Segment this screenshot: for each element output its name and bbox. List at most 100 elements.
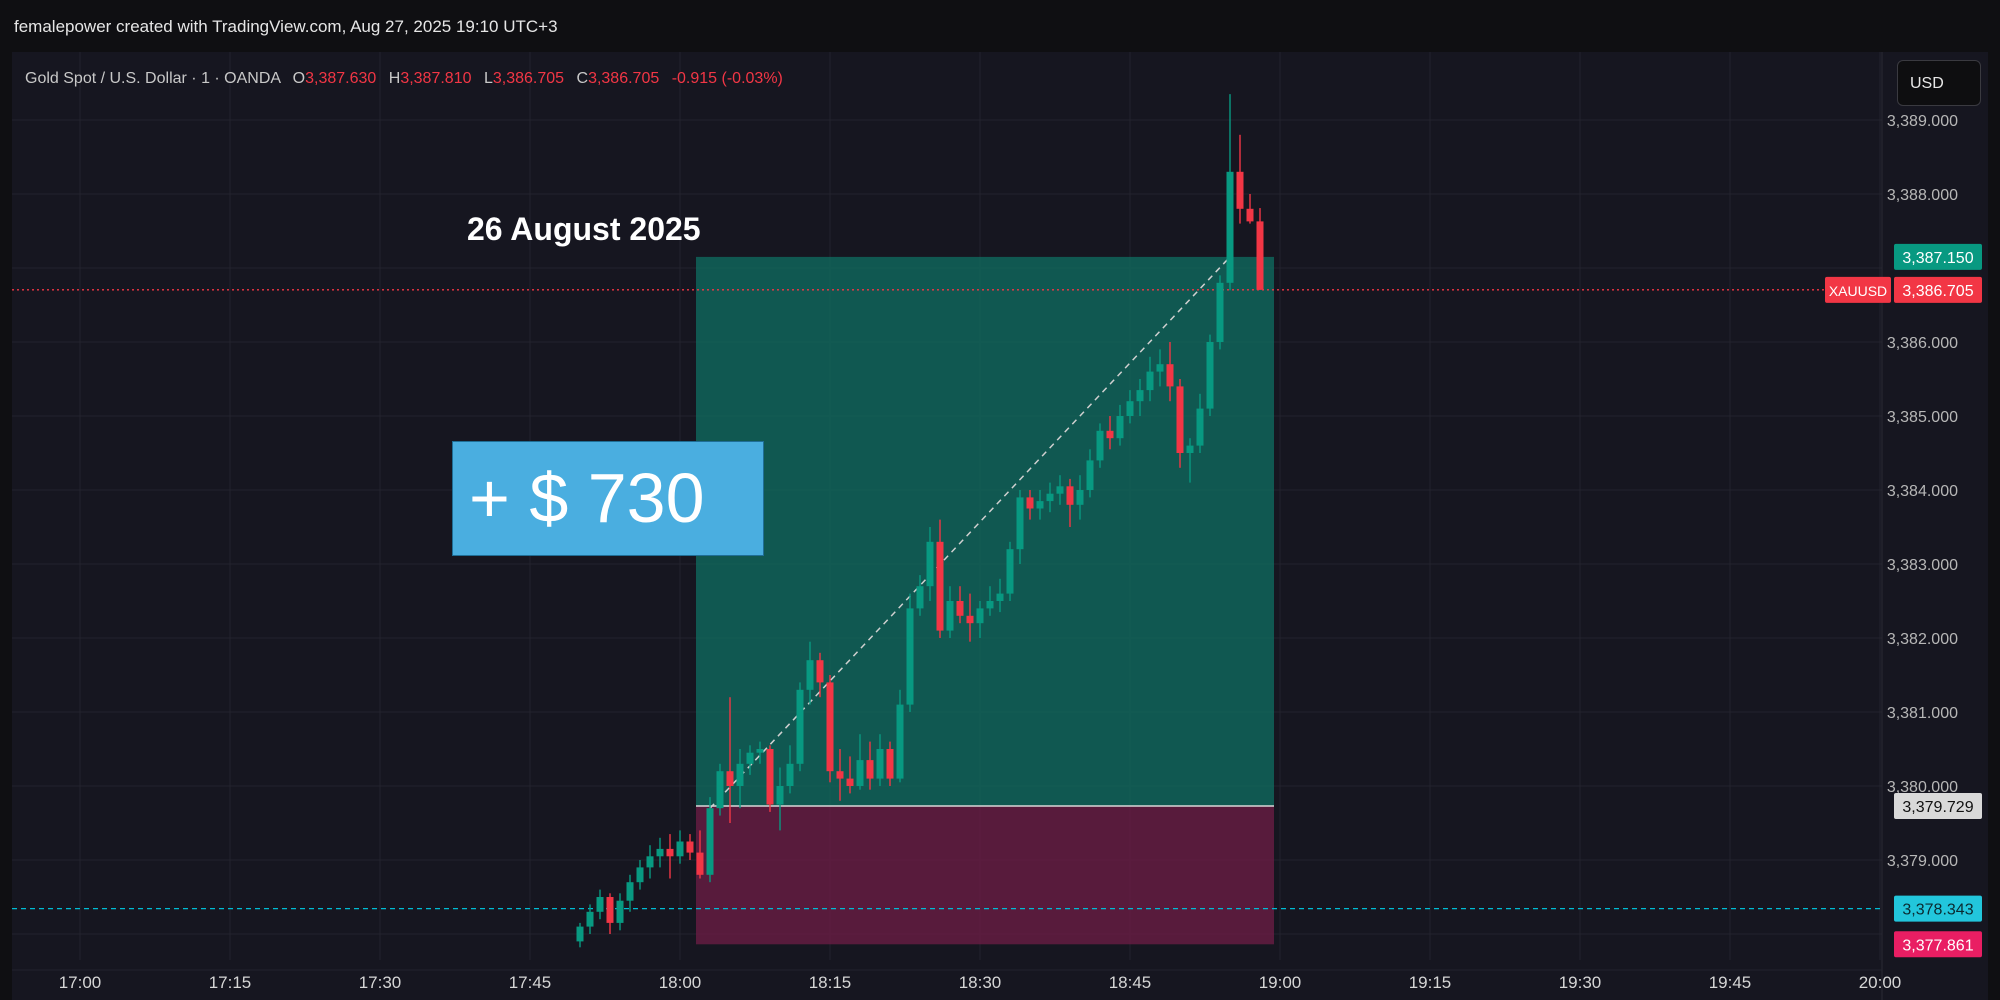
candle-body (1036, 501, 1044, 509)
price-label-text: 3,378.343 (1902, 902, 1973, 919)
y-tick-label: 3,385.000 (1887, 409, 1958, 426)
candle-body (826, 682, 834, 772)
symbol-legend: Gold Spot / U.S. Dollar · 1 · OANDA O3,3… (25, 70, 783, 88)
candle-body (976, 608, 984, 624)
candle-body (956, 601, 964, 616)
candle-body (1126, 401, 1134, 416)
x-tick-label: 19:45 (1709, 973, 1752, 992)
candle-body (726, 771, 734, 786)
candle-body (896, 704, 904, 779)
candle-body (846, 778, 854, 786)
price-chart[interactable]: 3,389.000 3,388.000 3,386.000 3,385.000 3,38… (12, 52, 1988, 1000)
candle-body (1256, 221, 1264, 290)
candle-body (1066, 486, 1074, 505)
candle-body (686, 841, 694, 853)
credit-header: femalepower created with TradingView.com… (14, 17, 558, 36)
y-tick-label: 3,389.000 (1887, 113, 1958, 130)
candle-body (596, 897, 604, 912)
candle-body (616, 900, 624, 923)
candle-body (866, 760, 874, 779)
legend-open-value: 3,387.630 (305, 70, 377, 87)
candle-body (696, 852, 704, 875)
legend-close-label: C (576, 70, 589, 87)
x-tick-label: 18:15 (809, 973, 852, 992)
legend-change: -0.915 (-0.03%) (671, 70, 783, 87)
candle-body (1216, 282, 1224, 342)
candle-body (836, 771, 844, 779)
candle-body (1026, 497, 1034, 509)
symbol-tag-text: XAUUSD (1829, 283, 1887, 299)
legend-symbol: Gold Spot / U.S. Dollar · 1 · OANDA (25, 70, 281, 87)
candle-body (1246, 208, 1254, 222)
x-tick-label: 19:15 (1409, 973, 1452, 992)
candle-body (916, 586, 924, 609)
candle-body (666, 848, 674, 857)
price-label-text: 3,387.150 (1902, 250, 1973, 267)
candle-body (1176, 386, 1184, 453)
y-tick-label: 3,384.000 (1887, 483, 1958, 500)
candle-body (806, 660, 814, 690)
candle-body (816, 660, 824, 683)
candle-body (576, 926, 584, 942)
price-label-box (1894, 931, 1982, 958)
x-tick-label: 17:45 (509, 973, 552, 992)
price-label-text: 3,377.861 (1902, 937, 1973, 954)
candle-body (1106, 430, 1114, 439)
price-label-box (1894, 243, 1982, 270)
y-tick-label: 3,388.000 (1887, 187, 1958, 204)
x-tick-label: 19:30 (1559, 973, 1602, 992)
y-tick-label: 3,382.000 (1887, 631, 1958, 648)
candle-body (986, 601, 994, 609)
chart-pane[interactable]: 3,389.000 3,388.000 3,386.000 3,385.000 3,38… (12, 52, 1988, 1000)
x-tick-label: 19:00 (1259, 973, 1302, 992)
candle-body (656, 848, 664, 857)
x-tick-label: 18:30 (959, 973, 1002, 992)
legend-high-label: H (388, 70, 401, 87)
price-label-text: 3,386.705 (1902, 283, 1973, 300)
candle-body (1156, 364, 1164, 372)
price-label-box (1894, 276, 1982, 303)
candle-body (886, 749, 894, 779)
candle-body (1226, 171, 1234, 283)
candle-body (1206, 342, 1214, 409)
candle-body (1096, 430, 1104, 461)
candle-body (1076, 490, 1084, 505)
x-tick-label: 18:00 (659, 973, 702, 992)
profit-badge: + $ 730 (452, 441, 764, 556)
price-label-box (1894, 895, 1982, 922)
candle-body (1166, 364, 1174, 387)
candle-body (926, 541, 934, 587)
candle-body (626, 882, 634, 901)
x-tick-label: 17:00 (59, 973, 102, 992)
legend-open-label: O (292, 70, 306, 87)
y-tick-label: 3,386.000 (1887, 335, 1958, 352)
profit-zone (696, 256, 1274, 807)
y-tick-label: 3,379.000 (1887, 853, 1958, 870)
x-tick-label: 18:45 (1109, 973, 1152, 992)
candle-body (1046, 493, 1054, 502)
candle-body (706, 808, 714, 875)
candle-body (936, 541, 944, 631)
candle-body (676, 841, 684, 857)
candle-body (796, 689, 804, 764)
candle-body (646, 856, 654, 868)
loss-zone (696, 806, 1274, 945)
candle-body (716, 771, 724, 809)
candle-body (756, 749, 764, 753)
x-tick-label: 17:15 (209, 973, 252, 992)
candle-body (586, 911, 594, 927)
candle-body (856, 760, 864, 786)
y-tick-label: 3,380.000 (1887, 779, 1958, 796)
candle-body (1056, 486, 1064, 494)
candle-body (966, 615, 974, 624)
candle-body (1196, 408, 1204, 446)
currency-button[interactable]: USD (1897, 60, 1981, 106)
candle-body (606, 897, 614, 923)
candle-body (1016, 497, 1024, 550)
candle-body (736, 763, 744, 786)
candle-body (1146, 371, 1154, 391)
candle-body (1186, 445, 1194, 453)
candle-body (786, 763, 794, 786)
candle-body (776, 786, 784, 805)
